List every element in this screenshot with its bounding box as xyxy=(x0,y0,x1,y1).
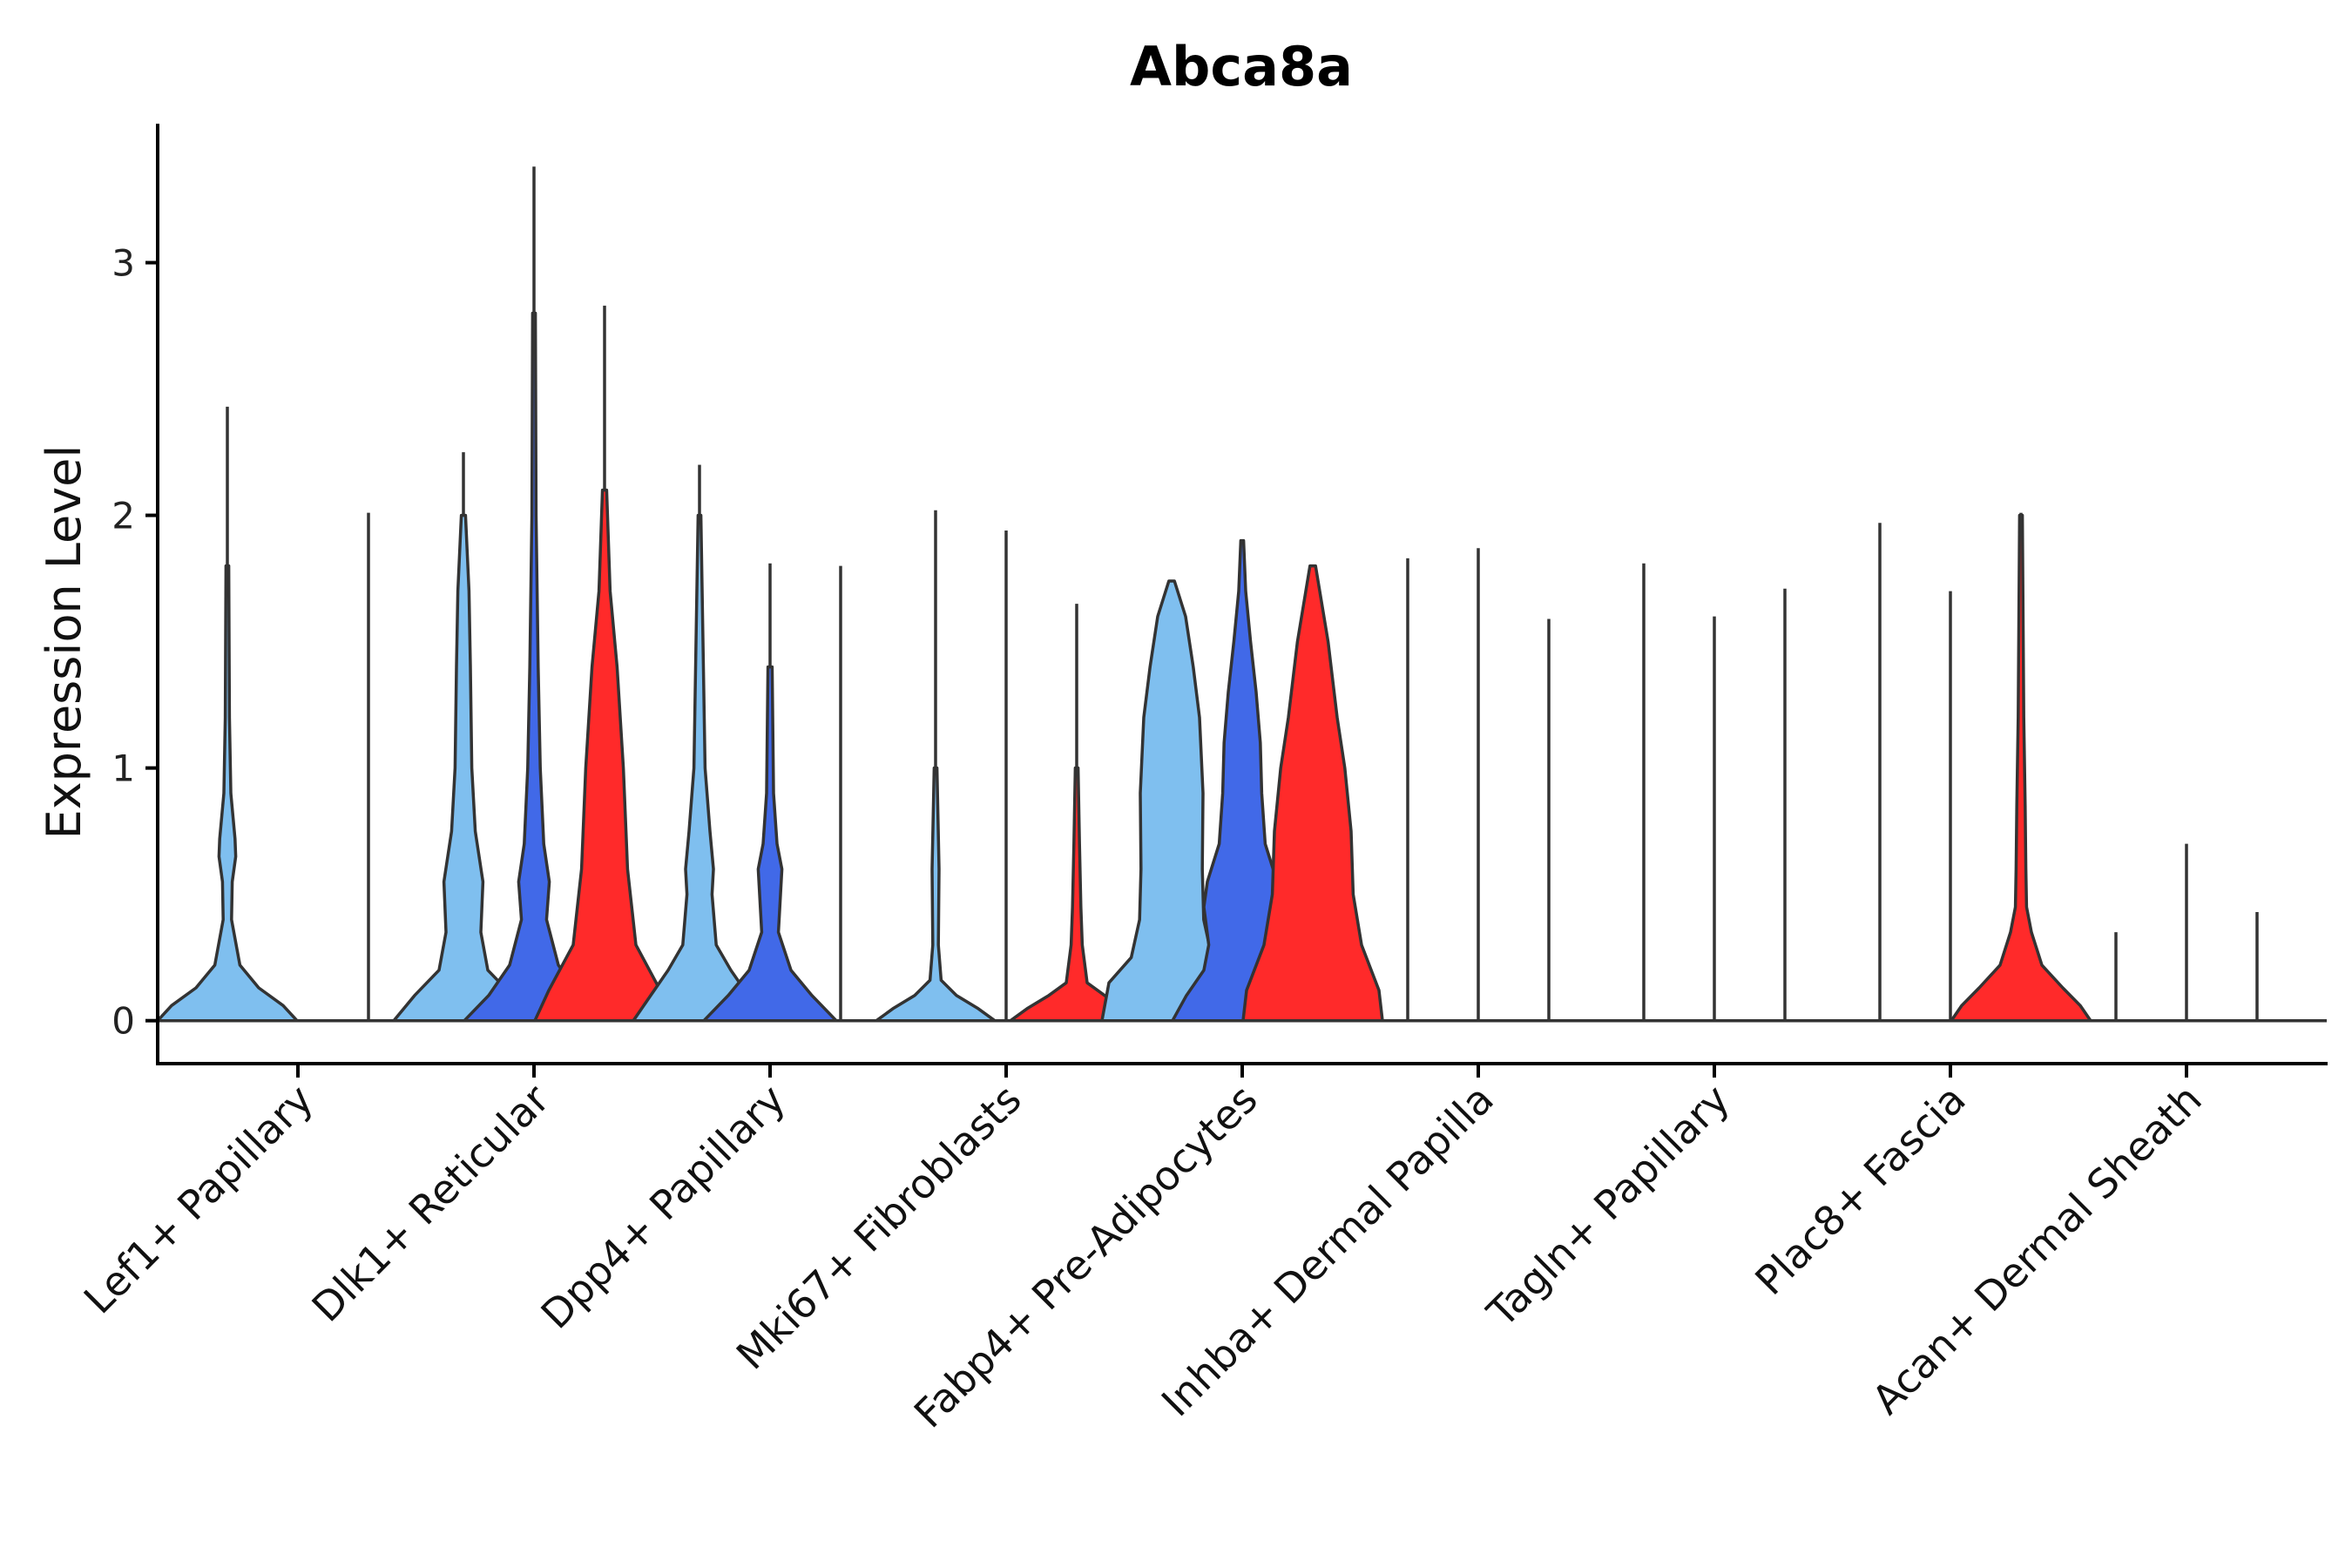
x-tick-label: Plac8+ Fascia xyxy=(1746,1076,1974,1304)
chart-title: Abca8a xyxy=(1130,35,1353,98)
violin-5-group3 xyxy=(1241,564,1384,1023)
violins-layer xyxy=(156,166,2327,1023)
y-tick-label: 3 xyxy=(112,242,135,285)
violin-1-group1 xyxy=(156,564,299,1023)
x-tick-label: Dlk1+ Reticular xyxy=(303,1076,558,1331)
violin-3-group1 xyxy=(632,513,767,1023)
violin-2-group3 xyxy=(533,488,676,1023)
y-tick-label: 2 xyxy=(112,495,135,537)
violin-3-group2 xyxy=(702,665,838,1023)
x-tick-label: Tagln+ Papillary xyxy=(1477,1076,1739,1337)
violin-2-group1 xyxy=(392,513,535,1023)
y-tick-label: 1 xyxy=(112,747,135,790)
violin-8-group3 xyxy=(1950,513,2092,1023)
x-tick-label: Dpp4+ Papillary xyxy=(532,1076,794,1338)
y-tick-label: 0 xyxy=(112,1000,135,1043)
x-tick-label: Lef1+ Papillary xyxy=(75,1076,322,1323)
y-ticks: 0 1 2 3 xyxy=(112,242,158,1043)
violin-4-group1 xyxy=(875,766,997,1023)
y-axis-label: Expression Level xyxy=(37,445,91,840)
